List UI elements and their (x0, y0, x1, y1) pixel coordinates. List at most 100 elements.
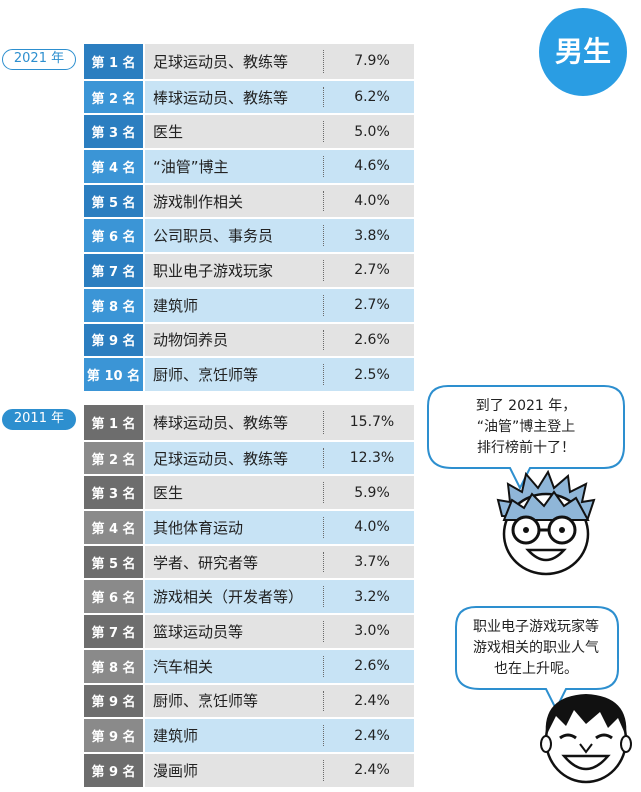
percentage-value: 2.4% (354, 692, 390, 709)
ranking-row: 第 8 名汽车相关 2.6% (84, 647, 414, 683)
job-label: 厨师、烹饪师等 (153, 366, 259, 385)
dotted-separator (323, 621, 324, 642)
job-label: 建筑师 (153, 296, 199, 315)
bubble-2-line-3: 也在上升呢。 (494, 661, 578, 677)
smiling-man-avatar (540, 694, 632, 784)
dotted-separator (323, 294, 324, 316)
rank-label: 第 4 名 (84, 511, 143, 544)
dotted-separator (323, 156, 324, 177)
ranking-table-2021: 第 1 名足球运动员、教练等 7.9% 第 2 名棒球运动员、教练等 6.2% 第 3 … (84, 44, 414, 391)
dotted-separator (323, 260, 324, 281)
job-label: 汽车相关 (153, 657, 214, 676)
dotted-separator (323, 50, 324, 73)
rank-label: 第 10 名 (84, 358, 143, 391)
rank-label: 第 1 名 (84, 405, 143, 440)
percentage-value: 3.0% (354, 623, 390, 640)
bubble-text-2: 职业电子游戏玩家等 游戏相关的职业人气 也在上升呢。 (456, 617, 616, 680)
percentage-value: 12.3% (349, 450, 395, 467)
job-label: 漫画师 (153, 761, 199, 780)
percentage-value: 2.7% (354, 262, 390, 279)
dotted-separator (323, 482, 324, 504)
bubble-2-line-1: 职业电子游戏玩家等 (473, 619, 599, 635)
job-label: 篮球运动员等 (153, 622, 244, 641)
job-label: 棒球运动员、教练等 (153, 88, 289, 107)
speech-bubble-2 (455, 606, 619, 712)
rank-label: 第 9 名 (84, 323, 143, 357)
dotted-separator (323, 329, 324, 351)
dotted-separator (323, 551, 324, 573)
ranking-row: 第 9 名漫画师 2.4% (84, 751, 414, 787)
rank-label: 第 3 名 (84, 115, 143, 149)
ranking-row: 第 7 名篮球运动员等 3.0% (84, 613, 414, 648)
rank-label: 第 9 名 (84, 719, 143, 752)
job-label: 其他体育运动 (153, 518, 244, 537)
percentage-value: 2.4% (354, 727, 390, 744)
dotted-separator (323, 655, 324, 677)
ranking-row: 第 8 名建筑师 2.7% (84, 286, 414, 322)
gender-badge: 男生 (539, 8, 627, 96)
ranking-row: 第 6 名游戏相关（开发者等） 3.2% (84, 578, 414, 614)
rank-label: 第 6 名 (84, 219, 143, 253)
rank-label: 第 9 名 (84, 753, 143, 787)
job-label: 建筑师 (153, 727, 199, 746)
percentage-value: 3.7% (354, 554, 390, 571)
job-label: 游戏相关（开发者等） (153, 588, 304, 607)
bubble-1-line-1: 到了 2021 年， (475, 398, 577, 414)
year-tag-2011: 2011 年 (2, 409, 76, 430)
job-label: 棒球运动员、教练等 (153, 413, 289, 432)
rank-label: 第 7 名 (84, 615, 143, 648)
bubble-1-line-3: 排行榜前十了！ (477, 440, 575, 456)
dotted-separator (323, 447, 324, 469)
percentage-value: 2.5% (354, 366, 390, 383)
percentage-value: 2.4% (354, 762, 390, 779)
dotted-separator (323, 364, 324, 385)
ranking-row: 第 1 名足球运动员、教练等 7.9% (84, 44, 414, 79)
ranking-row: 第 10 名厨师、烹饪师等 2.5% (84, 356, 414, 391)
ranking-row: 第 9 名动物饲养员 2.6% (84, 321, 414, 357)
percentage-value: 5.9% (354, 484, 390, 501)
dotted-separator (323, 517, 324, 538)
percentage-value: 3.8% (354, 227, 390, 244)
rank-label: 第 8 名 (84, 288, 143, 322)
ranking-row: 第 5 名学者、研究者等 3.7% (84, 543, 414, 579)
bubble-1-line-2: “油管”博主登上 (476, 419, 576, 435)
rank-label: 第 5 名 (84, 545, 143, 579)
ranking-row: 第 5 名游戏制作相关 4.0% (84, 182, 414, 218)
job-label: 学者、研究者等 (153, 553, 259, 572)
rank-label: 第 6 名 (84, 580, 143, 614)
percentage-value: 15.7% (349, 414, 395, 431)
job-label: 游戏制作相关 (153, 192, 244, 211)
ranking-table-2011: 第 1 名棒球运动员、教练等 15.7% 第 2 名足球运动员、教练等 12.3% 第 … (84, 405, 414, 787)
dotted-separator (323, 411, 324, 434)
ranking-row: 第 6 名公司职员、事务员 3.8% (84, 217, 414, 253)
dotted-separator (323, 225, 324, 247)
ranking-row: 第 7 名职业电子游戏玩家 2.7% (84, 252, 414, 287)
percentage-value: 7.9% (354, 53, 390, 70)
job-label: “油管”博主 (153, 157, 229, 176)
ranking-row: 第 4 名其他体育运动 4.0% (84, 509, 414, 544)
ranking-row: 第 4 名 “油管”博主 4.6% (84, 148, 414, 183)
rank-label: 第 7 名 (84, 254, 143, 287)
dotted-separator (323, 190, 324, 212)
rank-label: 第 1 名 (84, 44, 143, 79)
dotted-separator (323, 86, 324, 108)
ranking-row: 第 9 名厨师、烹饪师等 2.4% (84, 682, 414, 718)
percentage-value: 2.7% (354, 297, 390, 314)
job-label: 足球运动员、教练等 (153, 449, 289, 468)
percentage-value: 6.2% (354, 89, 390, 106)
ranking-row: 第 2 名棒球运动员、教练等 6.2% (84, 78, 414, 114)
job-label: 医生 (153, 123, 184, 142)
job-label: 厨师、烹饪师等 (153, 692, 259, 711)
ranking-row: 第 3 名医生 5.9% (84, 474, 414, 510)
ranking-row: 第 3 名医生 5.0% (84, 113, 414, 149)
percentage-value: 2.6% (354, 331, 390, 348)
rank-label: 第 5 名 (84, 184, 143, 218)
dotted-separator (323, 121, 324, 143)
rank-label: 第 8 名 (84, 649, 143, 683)
bubble-2-line-2: 游戏相关的职业人气 (473, 640, 599, 656)
percentage-value: 4.6% (354, 158, 390, 175)
percentage-value: 3.2% (354, 588, 390, 605)
rank-label: 第 2 名 (84, 80, 143, 114)
job-label: 职业电子游戏玩家 (153, 261, 274, 280)
percentage-value: 5.0% (354, 123, 390, 140)
